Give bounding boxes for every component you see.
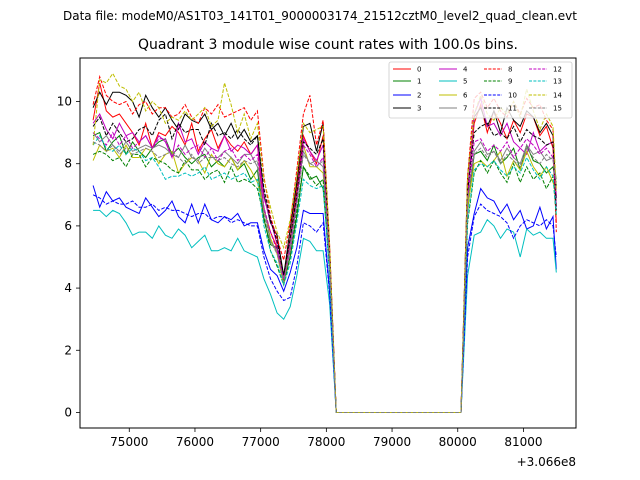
x-axis: 75000 76000 77000 78000 79000 80000 81000 bbox=[110, 428, 543, 449]
legend-label-9: 9 bbox=[508, 78, 512, 86]
y-tick-label: 0 bbox=[64, 405, 72, 419]
axes-frame bbox=[79, 57, 577, 429]
legend-label-7: 7 bbox=[463, 105, 467, 113]
x-tick-label: 81000 bbox=[504, 435, 542, 449]
legend-label-1: 1 bbox=[417, 78, 421, 86]
legend-label-8: 8 bbox=[508, 66, 512, 74]
legend-label-14: 14 bbox=[553, 92, 562, 100]
x-tick-label: 75000 bbox=[110, 435, 148, 449]
y-tick-label: 6 bbox=[64, 219, 72, 233]
y-tick-label: 2 bbox=[64, 343, 72, 357]
series-line-10 bbox=[92, 194, 557, 413]
y-tick-label: 10 bbox=[57, 95, 72, 109]
y-tick-label: 8 bbox=[64, 157, 72, 171]
x-tick-label: 80000 bbox=[439, 435, 477, 449]
x-offset-label: +3.066e8 bbox=[517, 455, 576, 469]
series-line-5 bbox=[93, 209, 557, 413]
legend-label-12: 12 bbox=[553, 66, 562, 74]
legend-label-13: 13 bbox=[553, 78, 562, 86]
legend-label-0: 0 bbox=[417, 66, 421, 74]
legend-label-3: 3 bbox=[417, 105, 421, 113]
plot-area: 75000 76000 77000 78000 79000 80000 81000 0 2 4 6… bbox=[57, 57, 577, 469]
legend-label-4: 4 bbox=[463, 66, 468, 74]
x-tick-label: 76000 bbox=[176, 435, 214, 449]
legend-label-15: 15 bbox=[553, 105, 562, 113]
x-tick-label: 78000 bbox=[307, 435, 345, 449]
x-tick-label: 79000 bbox=[373, 435, 411, 449]
chart-title: Quadrant 3 module wise count rates with … bbox=[138, 37, 518, 53]
series-line-2 bbox=[92, 185, 557, 413]
legend-label-5: 5 bbox=[463, 78, 467, 86]
legend-label-10: 10 bbox=[508, 92, 517, 100]
series-layer bbox=[92, 72, 557, 413]
y-axis: 0 2 4 6 8 10 bbox=[57, 95, 80, 419]
series-line-11 bbox=[92, 113, 557, 413]
legend-label-11: 11 bbox=[508, 105, 517, 113]
legend-label-2: 2 bbox=[417, 92, 421, 100]
figure-suptitle: Data file: modeM0/AS1T03_141T01_90000031… bbox=[63, 9, 577, 23]
x-tick-label: 77000 bbox=[242, 435, 280, 449]
series-line-15 bbox=[92, 141, 557, 413]
y-tick-label: 4 bbox=[64, 281, 72, 295]
legend-frame bbox=[388, 61, 573, 119]
legend-label-6: 6 bbox=[463, 92, 468, 100]
series-line-13 bbox=[92, 134, 557, 413]
